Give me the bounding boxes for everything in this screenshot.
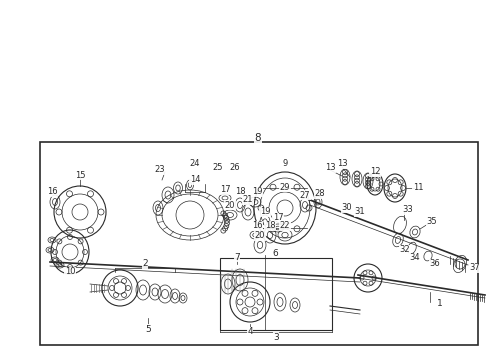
Bar xyxy=(220,258,332,330)
Text: 3: 3 xyxy=(273,333,279,342)
Text: 33: 33 xyxy=(403,206,414,215)
Text: 2: 2 xyxy=(142,260,148,269)
Text: 7: 7 xyxy=(234,252,240,261)
Text: 16: 16 xyxy=(47,188,57,197)
Text: 36: 36 xyxy=(430,260,441,269)
Text: 32: 32 xyxy=(400,246,410,255)
Text: 20: 20 xyxy=(255,231,265,240)
Text: 18: 18 xyxy=(265,221,275,230)
Text: 30: 30 xyxy=(342,203,352,212)
Text: 5: 5 xyxy=(145,324,151,333)
Text: 26: 26 xyxy=(230,163,240,172)
Text: 18: 18 xyxy=(235,188,245,197)
Text: 14: 14 xyxy=(190,175,200,184)
Text: 21: 21 xyxy=(243,195,253,204)
Bar xyxy=(40,142,478,345)
Text: 6: 6 xyxy=(272,248,278,257)
Text: 35: 35 xyxy=(427,217,437,226)
Text: 28: 28 xyxy=(315,189,325,198)
Text: 17: 17 xyxy=(273,213,283,222)
Text: 24: 24 xyxy=(190,159,200,168)
Text: 25: 25 xyxy=(213,163,223,172)
Text: 15: 15 xyxy=(75,171,85,180)
Text: 19: 19 xyxy=(252,188,262,197)
Text: 29: 29 xyxy=(280,183,290,192)
Text: 22: 22 xyxy=(280,221,290,230)
Text: 10: 10 xyxy=(65,267,75,276)
Text: 23: 23 xyxy=(155,166,165,175)
Text: 19: 19 xyxy=(260,207,270,216)
Text: 17: 17 xyxy=(220,185,230,194)
Text: 11: 11 xyxy=(413,184,423,193)
Text: 8: 8 xyxy=(255,133,261,143)
Text: 13: 13 xyxy=(325,163,335,172)
Text: 9: 9 xyxy=(282,159,288,168)
Text: 37: 37 xyxy=(469,264,480,273)
Text: 34: 34 xyxy=(410,253,420,262)
Text: 4: 4 xyxy=(247,328,253,337)
Text: 20: 20 xyxy=(225,201,235,210)
Text: 27: 27 xyxy=(300,190,310,199)
Text: 12: 12 xyxy=(370,167,380,176)
Text: 1: 1 xyxy=(437,300,443,309)
Text: 31: 31 xyxy=(355,207,366,216)
Text: 16: 16 xyxy=(252,221,262,230)
Text: 13: 13 xyxy=(337,159,347,168)
